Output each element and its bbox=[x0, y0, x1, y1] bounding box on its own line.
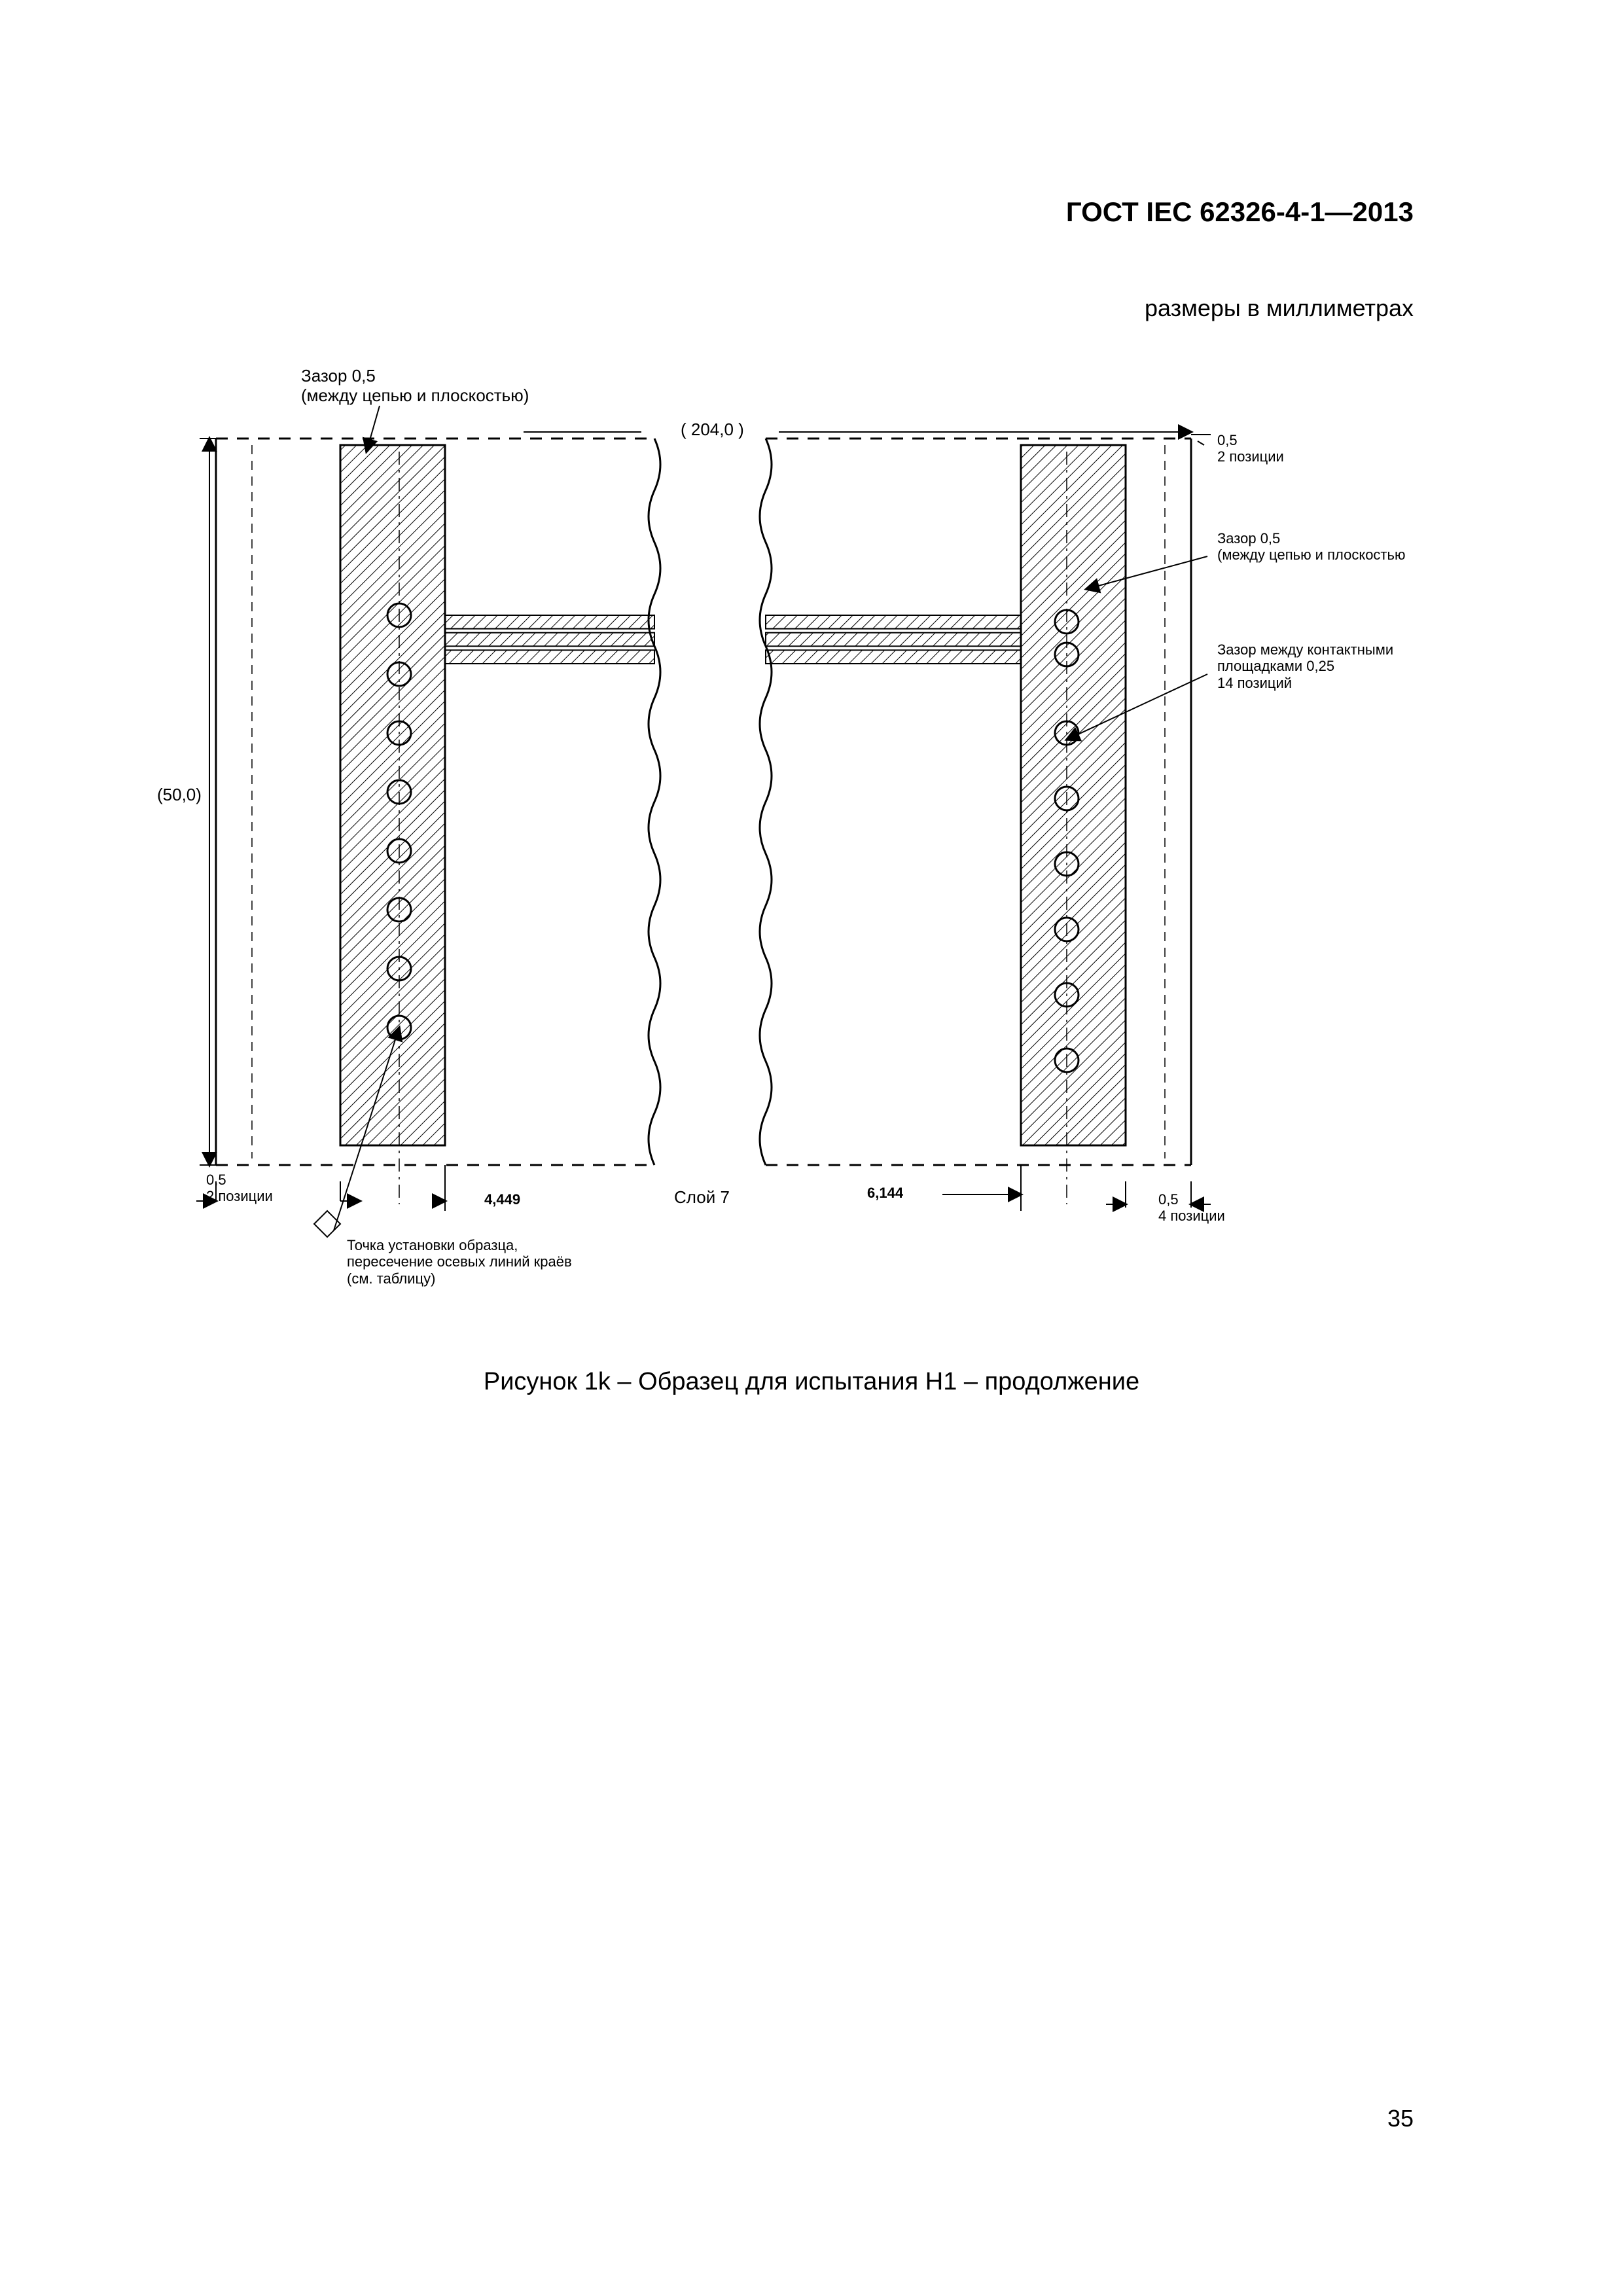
dim-05-br: 0,5 4 позиции bbox=[1158, 1191, 1225, 1225]
width-204-label: ( 204,0 ) bbox=[681, 420, 744, 440]
pad-gap-label: Зазор между контактными площадками 0,25 … bbox=[1217, 641, 1393, 691]
technical-diagram: Зазор 0,5 (между цепью и плоскостью) ( 2… bbox=[157, 367, 1433, 1322]
standard-header: ГОСТ IEC 62326-4-1—2013 bbox=[1066, 196, 1414, 228]
page-number: 35 bbox=[1387, 2105, 1414, 2132]
dim-6144: 6,144 bbox=[867, 1185, 903, 1201]
gap-top-left-label: Зазор 0,5 (между цепью и плоскостью) bbox=[301, 367, 529, 406]
height-50-label: (50,0) bbox=[157, 785, 202, 805]
gap-right-label: Зазор 0,5 (между цепью и плоскостью bbox=[1217, 530, 1405, 564]
dim-4449: 4,449 bbox=[484, 1191, 520, 1208]
diagram-svg bbox=[157, 367, 1433, 1322]
dim-05-top-right: 0,5 2 позиции bbox=[1217, 432, 1284, 465]
units-note: размеры в миллиметрах bbox=[1145, 295, 1414, 322]
figure-caption: Рисунок 1k – Образец для испытания H1 – … bbox=[0, 1368, 1623, 1396]
dim-05-bl: 0,5 2 позиции bbox=[206, 1172, 273, 1205]
layer-7-label: Слой 7 bbox=[674, 1188, 730, 1208]
datum-label: Точка установки образца, пересечение осе… bbox=[347, 1237, 572, 1287]
